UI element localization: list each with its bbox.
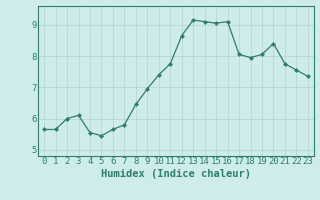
X-axis label: Humidex (Indice chaleur): Humidex (Indice chaleur) xyxy=(101,169,251,179)
